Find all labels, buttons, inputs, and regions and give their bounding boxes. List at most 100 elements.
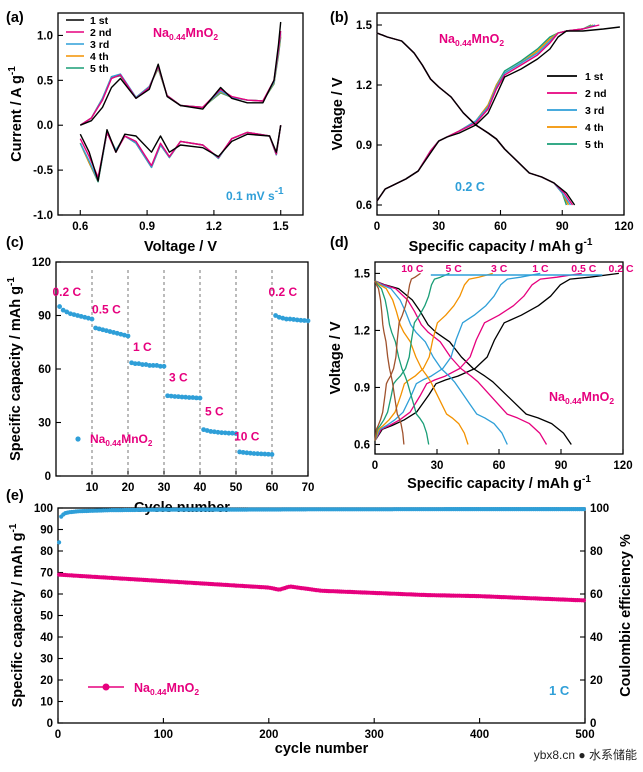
panel-d-legend-label: 0.2 C bbox=[609, 263, 635, 275]
panel-d-ytick-label: 1.5 bbox=[354, 268, 371, 280]
panel-c-point bbox=[183, 394, 189, 400]
panel-c-rate-label: 10 C bbox=[234, 429, 260, 443]
panel-e-xtick-label: 400 bbox=[470, 729, 489, 741]
panel-b-label: (b) bbox=[330, 10, 349, 26]
panel-c-point bbox=[244, 450, 250, 456]
panel-a-xtick-label: 1.2 bbox=[206, 221, 222, 233]
panel-e-y2tick-label: 0 bbox=[590, 718, 596, 730]
panel-c-point bbox=[114, 330, 120, 336]
panel-c-point bbox=[219, 430, 225, 436]
panel-c-label: (c) bbox=[6, 235, 24, 251]
panel-c-point bbox=[230, 430, 235, 436]
panel-c-point bbox=[172, 394, 178, 399]
panel-c-point bbox=[140, 362, 145, 367]
panel-c-rate-label: 3 C bbox=[169, 370, 188, 384]
panel-c-rate-label: 5 C bbox=[205, 404, 224, 418]
panel-d-xtick-label: 120 bbox=[613, 460, 632, 472]
panel-c-point bbox=[122, 332, 127, 338]
panel-e-efficiency-point bbox=[57, 540, 62, 545]
panel-a-scan-rate: 0.1 mV s-1 bbox=[226, 186, 284, 203]
panel-d-legend-label: 5 C bbox=[445, 263, 462, 275]
panel-c-point bbox=[291, 317, 296, 322]
panel-e-y2tick-label: 20 bbox=[590, 675, 603, 687]
panel-c-point bbox=[89, 316, 95, 322]
panel-c-point bbox=[215, 429, 221, 435]
panel-c-xtick-label: 10 bbox=[86, 482, 99, 494]
panel-e-y2tick-label: 80 bbox=[590, 546, 603, 558]
panel-c-point bbox=[147, 363, 153, 368]
panel-e-legend-marker bbox=[102, 683, 110, 691]
panel-e-ytick-label: 60 bbox=[40, 589, 53, 601]
panel-e-legend-label: Na0.44MnO2 bbox=[134, 681, 199, 697]
panel-c-point bbox=[118, 331, 124, 337]
panel-d-label: (d) bbox=[330, 235, 349, 251]
panel-c-point bbox=[269, 452, 275, 457]
panel-c-point bbox=[258, 451, 264, 457]
panel-d-xtick-label: 30 bbox=[431, 460, 444, 472]
panel-c-point bbox=[96, 326, 102, 332]
panel-e-ytick-label: 80 bbox=[40, 546, 53, 558]
panel-c-point bbox=[204, 428, 210, 433]
panel-a-material-label: Na0.44MnO2 bbox=[153, 26, 218, 42]
panel-c-point bbox=[168, 393, 174, 399]
panel-e-y2tick-label: 100 bbox=[590, 503, 609, 515]
panel-c-point bbox=[161, 363, 167, 369]
panel-c-rate-label: 0.2 C bbox=[52, 285, 81, 299]
panel-c-point bbox=[104, 328, 109, 334]
panel-a-series-1st-anodic bbox=[80, 21, 282, 126]
panel-c-point bbox=[276, 314, 282, 320]
panel-c-ytick-label: 0 bbox=[45, 471, 51, 483]
panel-c-point bbox=[208, 429, 214, 434]
panel-e-ytick-label: 100 bbox=[34, 503, 53, 515]
panel-a-label: (a) bbox=[6, 10, 24, 26]
panel-a-ytick-label: 1.0 bbox=[37, 30, 53, 42]
panel-e-ytick-label: 70 bbox=[40, 568, 53, 580]
panel-d-series-1C-discharge bbox=[374, 280, 508, 445]
panel-d-material-label: Na0.44MnO2 bbox=[549, 390, 614, 406]
panel-c-point bbox=[82, 314, 88, 320]
panel-c-point bbox=[233, 431, 239, 436]
panel-c-point bbox=[111, 330, 116, 335]
panel-c-point bbox=[237, 449, 243, 455]
panel-c-point bbox=[71, 312, 77, 318]
panel-e-xtick-label: 200 bbox=[259, 729, 278, 741]
panel-b-legend-label: 1 st bbox=[585, 71, 604, 83]
panel-a-ytick-label: -1.0 bbox=[33, 210, 53, 222]
panel-c-ytick-label: 60 bbox=[38, 364, 51, 376]
panel-b-ytick-label: 0.9 bbox=[356, 140, 372, 152]
panel-a-ylabel: Current / A g-1 bbox=[7, 66, 25, 162]
panel-c-point bbox=[125, 333, 131, 339]
panel-c-xtick-label: 40 bbox=[194, 482, 207, 494]
panel-d-ytick-label: 1.2 bbox=[354, 325, 370, 337]
panel-b-material-label: Na0.44MnO2 bbox=[439, 32, 504, 48]
panel-b-xtick-label: 30 bbox=[432, 221, 445, 233]
panel-e-xtick-label: 0 bbox=[55, 729, 61, 741]
panel-d-xtick-label: 90 bbox=[555, 460, 568, 472]
panel-d-ylabel: Voltage / V bbox=[328, 321, 344, 394]
panel-a-legend-label: 4 th bbox=[90, 51, 109, 63]
panel-c-point bbox=[190, 395, 196, 400]
panel-c-point bbox=[78, 313, 84, 319]
panel-d-series-0.5C-discharge bbox=[374, 280, 548, 445]
panel-c-point bbox=[60, 307, 66, 313]
panel-c-point bbox=[240, 450, 246, 455]
panel-b-legend-label: 5 th bbox=[585, 139, 604, 151]
panel-d-ytick-label: 0.9 bbox=[354, 382, 370, 394]
panel-d-xlabel: Specific capacity / mAh g-1 bbox=[407, 474, 591, 492]
panel-d-xtick-label: 0 bbox=[372, 460, 378, 472]
panel-c-point bbox=[86, 315, 91, 321]
panel-b-series-1st-charge bbox=[376, 26, 620, 202]
panel-c-point bbox=[284, 316, 289, 322]
panel-e-y2tick-label: 60 bbox=[590, 589, 603, 601]
panel-e-ytick-label: 10 bbox=[40, 697, 53, 709]
panel-e-ytick-label: 20 bbox=[40, 675, 53, 687]
panel-c-point bbox=[222, 430, 228, 436]
panel-b-rate-label: 0.2 C bbox=[455, 180, 485, 194]
panel-c-point bbox=[75, 313, 80, 318]
panel-e-efficiency-series bbox=[57, 507, 587, 545]
panel-e-y2tick-label: 40 bbox=[590, 632, 603, 644]
panel-c-ytick-label: 120 bbox=[32, 257, 51, 269]
panel-c-xtick-label: 50 bbox=[230, 482, 243, 494]
